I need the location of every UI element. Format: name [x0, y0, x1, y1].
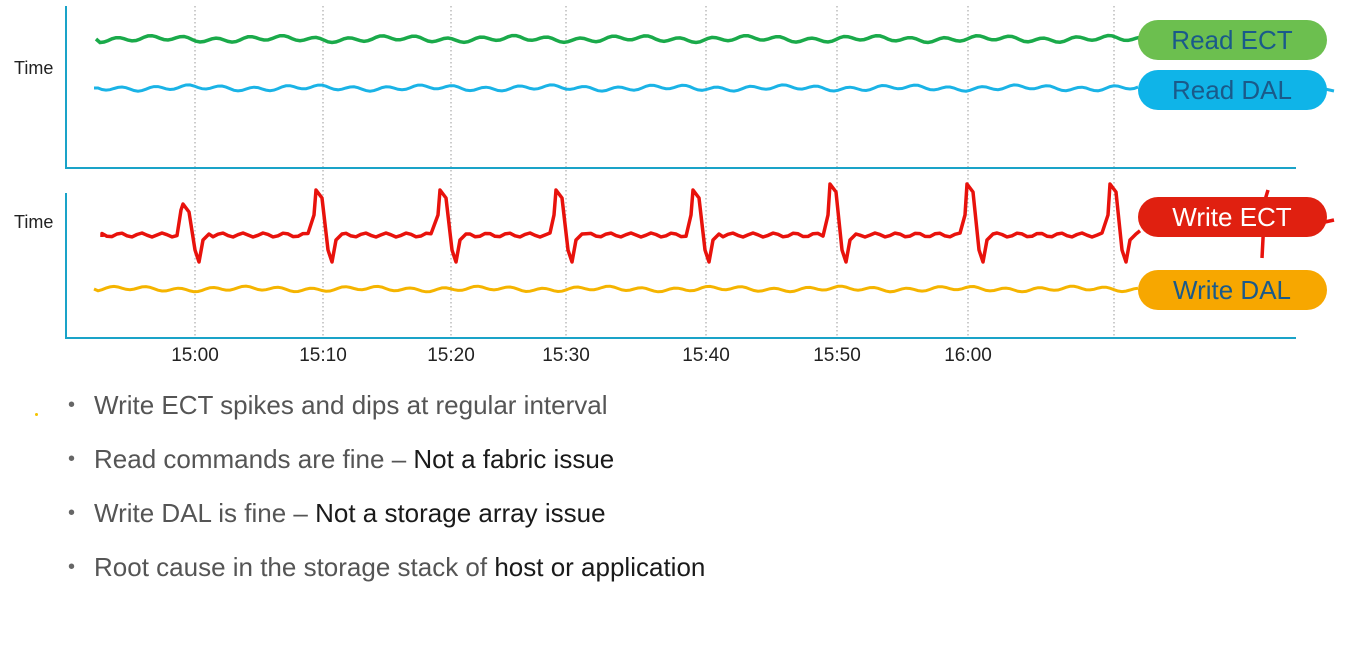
legend-write-ect-label: Write ECT — [1172, 202, 1292, 232]
bullet-icon: • — [68, 394, 76, 416]
bullet-item: • Read commands are fine – Not a fabric i… — [68, 440, 705, 494]
legend-write-dal — [1138, 270, 1327, 310]
axis-top — [65, 6, 1296, 169]
bullet-item: • Write DAL is fine – Not a storage array… — [68, 494, 705, 548]
bullet-item: • Root cause in the storage stack of host… — [68, 548, 705, 602]
chart-area: Time Time 15:00 15:10 15:20 15:30 15:40 15:50 16… — [14, 6, 1335, 366]
bullet-icon: • — [68, 502, 76, 524]
decorative-dot — [35, 413, 38, 416]
x-tick-label: 16:00 — [944, 345, 992, 366]
axis-bottom — [65, 193, 1296, 339]
legend-read-ect-label: Read ECT — [1171, 25, 1292, 55]
legend-write-dal-label: Write DAL — [1173, 275, 1291, 305]
bullet-text: Root cause in the storage stack of — [94, 552, 495, 582]
x-tick-label: 15:20 — [427, 345, 475, 366]
x-tick-label: 15:10 — [299, 345, 347, 366]
x-tick-label: 15:50 — [813, 345, 861, 366]
bullet-text: Read commands are fine – — [94, 444, 414, 474]
bullet-emphasis: Not a storage array issue — [315, 498, 606, 528]
bullet-text: Write ECT spikes and dips at regular int… — [94, 390, 608, 420]
series-line-read-dal — [94, 83, 1139, 93]
legend-read-ect — [1138, 20, 1327, 60]
series-line-write-ect — [100, 182, 1142, 264]
bullet-list: • Write ECT spikes and dips at regular in… — [68, 386, 705, 602]
x-tick-label: 15:30 — [542, 345, 590, 366]
legend-write-ect — [1138, 197, 1327, 237]
bullet-item: • Write ECT spikes and dips at regular in… — [68, 386, 705, 440]
bullet-icon: • — [68, 556, 76, 578]
bullet-emphasis: host or application — [494, 552, 706, 582]
x-tick-label: 15:40 — [682, 345, 730, 366]
series-line-read-ect — [94, 33, 1141, 45]
series-line-write-dal — [93, 284, 1139, 294]
bullet-text: Write DAL is fine – — [94, 498, 316, 528]
x-tick-label: 15:00 — [171, 345, 219, 366]
legend-read-dal — [1138, 70, 1327, 110]
bullet-emphasis: Not a fabric issue — [413, 444, 615, 474]
ylabel-top: Time — [14, 58, 53, 78]
bullet-icon: • — [68, 448, 76, 470]
ylabel-bottom: Time — [14, 212, 53, 232]
legend-read-dal-label: Read DAL — [1172, 75, 1292, 105]
